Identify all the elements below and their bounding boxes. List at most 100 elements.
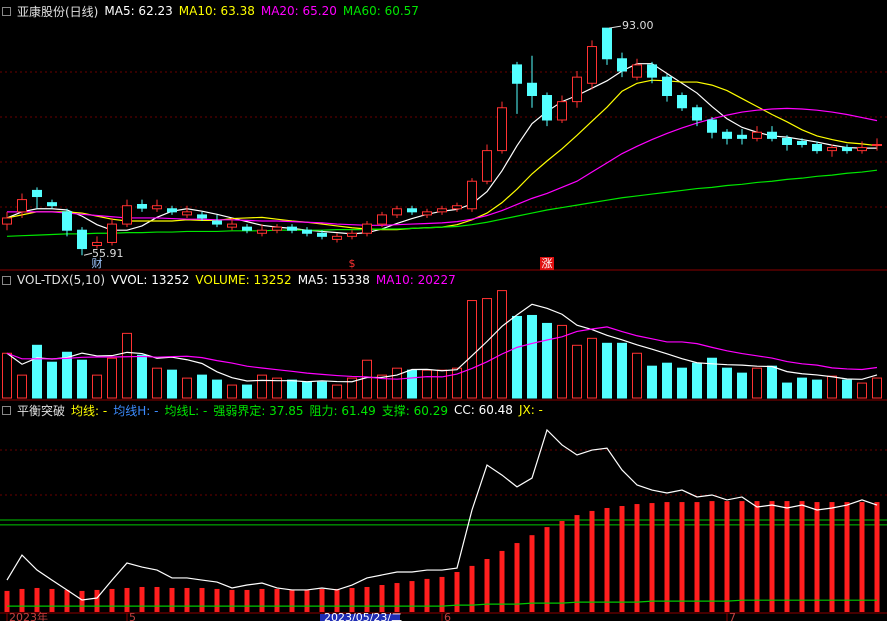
- panel-icon[interactable]: [2, 275, 11, 285]
- volume-bar: [842, 379, 852, 399]
- candle-body: [872, 143, 882, 146]
- panel-title: 平衡突破: [17, 403, 66, 418]
- volume-bar: [227, 384, 237, 399]
- candle-body: [722, 131, 732, 139]
- candle-body: [107, 223, 117, 243]
- volume-bar: [707, 357, 717, 399]
- candle-body: [2, 217, 12, 225]
- candle-body: [362, 223, 372, 234]
- volume-bar: [752, 367, 762, 399]
- volume-bar: [512, 315, 522, 399]
- indicator-bar: [499, 550, 505, 612]
- legend-entry: MA10: 20227: [375, 273, 456, 287]
- legend-entry: VVOL: 13252: [111, 273, 190, 287]
- candle-body: [467, 180, 477, 210]
- candle-body: [647, 64, 657, 78]
- indicator-bar: [814, 502, 820, 612]
- legend-entry: VOLUME: 13252: [195, 273, 292, 287]
- event-marker: 财: [92, 256, 103, 270]
- candle-body: [737, 134, 747, 139]
- indicator-bar: [394, 583, 400, 612]
- volume-bar: [392, 367, 402, 399]
- indicator-bar: [259, 588, 265, 612]
- ma-line: [7, 107, 878, 226]
- panel-icon[interactable]: [2, 405, 11, 415]
- indicator-bar: [94, 589, 100, 612]
- volume-bar: [482, 298, 492, 399]
- volume-bar: [107, 357, 117, 399]
- candle-body: [557, 101, 567, 121]
- high-leader: [608, 25, 622, 29]
- candle-body: [197, 214, 207, 219]
- candle-body: [167, 208, 177, 213]
- legend-entry: MA60: 60.57: [342, 4, 419, 18]
- legend-entry: 均线L: -: [164, 403, 208, 418]
- volume-bar: [287, 379, 297, 399]
- candle-body: [812, 143, 822, 152]
- indicator-bar: [109, 588, 115, 612]
- indicator-bar: [274, 588, 280, 612]
- indicator-bar: [409, 581, 415, 612]
- indicator-bar: [694, 502, 700, 612]
- x-tick-label: 7: [729, 611, 736, 621]
- volume-bar: [182, 377, 192, 399]
- candle-body: [92, 241, 102, 247]
- candle-body: [272, 226, 282, 231]
- indicator-bar: [244, 589, 250, 612]
- volume-ma-line: [6, 326, 878, 380]
- indicator-bar: [64, 589, 70, 612]
- volume-bar: [677, 367, 687, 399]
- candle-body: [302, 229, 312, 234]
- legend-entry: MA5: 62.23: [104, 4, 173, 18]
- volume-bar: [212, 379, 222, 399]
- volume-bar: [722, 367, 732, 399]
- volume-bar: [527, 314, 537, 399]
- indicator-bar: [439, 576, 445, 612]
- volume-bar: [2, 352, 12, 399]
- legend-entry: 强弱界定: 37.85: [213, 403, 304, 418]
- candle-body: [422, 211, 432, 216]
- candle-body: [782, 137, 792, 145]
- volume-bar: [77, 359, 87, 399]
- candle-body: [437, 208, 447, 213]
- candle-body: [317, 232, 327, 237]
- volume-bar: [242, 384, 252, 399]
- volume-bar: [767, 365, 777, 399]
- indicator-bar: [874, 502, 880, 612]
- volume-bar: [62, 351, 72, 399]
- indicator-bar: [559, 520, 565, 612]
- x-tick-label: 2023年: [9, 610, 48, 621]
- candle-body: [212, 220, 222, 225]
- volume-bar: [542, 322, 552, 399]
- candle-body: [257, 229, 267, 234]
- volume-bar: [47, 361, 57, 399]
- candle-body: [497, 107, 507, 152]
- volume-bar: [602, 342, 612, 399]
- candle-body: [122, 205, 132, 225]
- candle-body: [632, 64, 642, 78]
- indicator-bar: [829, 502, 835, 612]
- volume-bar: [797, 377, 807, 399]
- volume-bar: [272, 377, 282, 399]
- candle-body: [662, 76, 672, 97]
- candle-body: [752, 131, 762, 139]
- indicator-bar: [319, 588, 325, 612]
- volume-bar: [332, 384, 342, 399]
- volume-bar: [572, 344, 582, 399]
- volume-bar: [347, 377, 357, 399]
- indicator-bar: [199, 587, 205, 612]
- candle-body: [527, 82, 537, 97]
- candle-body: [797, 140, 807, 145]
- indicator-bar: [724, 501, 730, 612]
- candle-body: [152, 205, 162, 210]
- candle-body: [542, 95, 552, 121]
- cursor-label-bg: [320, 614, 400, 621]
- legend-entry: 均线: -: [71, 403, 108, 418]
- candle-body: [512, 64, 522, 84]
- panel-icon[interactable]: [2, 6, 11, 16]
- candle-body: [182, 211, 192, 216]
- candle-body: [77, 229, 87, 250]
- x-tick-label: 2023/05/23/二: [324, 611, 402, 621]
- event-marker: $: [349, 257, 356, 270]
